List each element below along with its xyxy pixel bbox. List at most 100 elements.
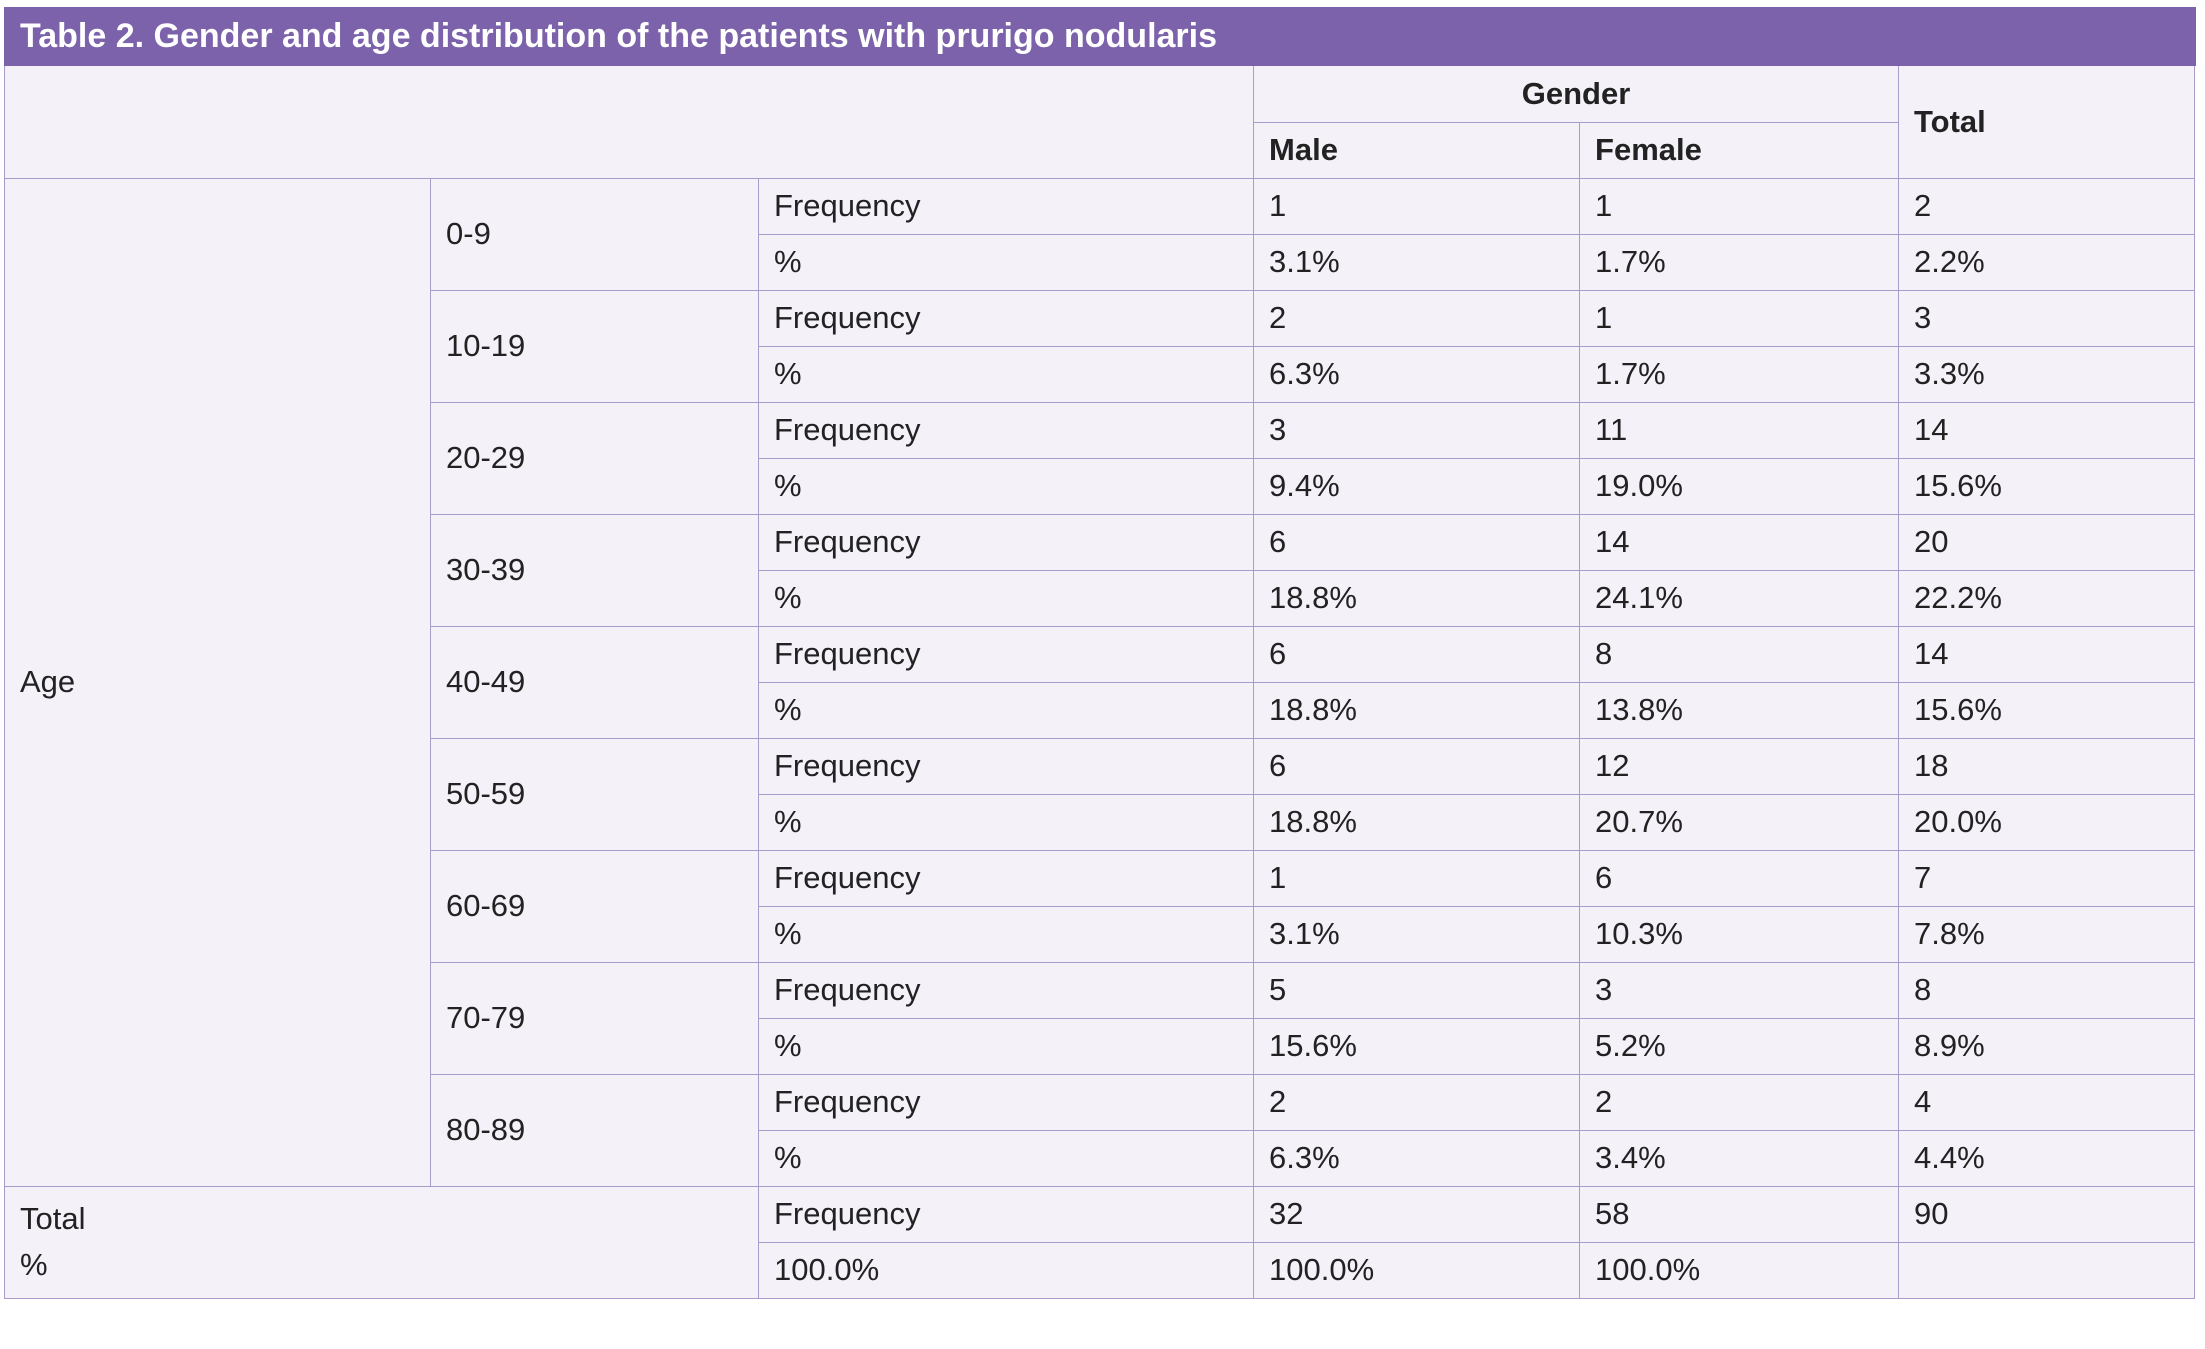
table-cell: 5 xyxy=(1253,961,1581,1019)
table-cell: 6 xyxy=(1253,625,1581,683)
table-row: 30-39 Frequency 6 14 20 xyxy=(5,513,2196,627)
table-cell: 24.1% xyxy=(1579,569,1900,627)
table-cell: 6 xyxy=(1253,737,1581,795)
table-cell: 100.0% xyxy=(1253,1241,1581,1299)
age-range: 30-39 xyxy=(430,513,759,627)
table-row: 80-89 Frequency 2 2 4 xyxy=(5,1073,2196,1187)
table-cell: 1.7% xyxy=(1579,345,1900,403)
header-cell: Gender xyxy=(1253,66,1900,123)
table-row: 50-59 Frequency 6 12 18 xyxy=(5,737,2196,851)
table: Gender Total Male Female Age 0-9 Frequency 1 1 2%… xyxy=(3,66,2196,1299)
table-cell: Frequency xyxy=(757,401,1255,459)
table-cell: 1 xyxy=(1579,289,1900,347)
table-cell: 18.8% xyxy=(1253,569,1581,627)
table-cell: % xyxy=(757,905,1255,963)
table-cell: % xyxy=(757,569,1255,627)
table-cell: % xyxy=(757,793,1255,851)
table-row: % 3.1% 10.3% 7.8% xyxy=(5,905,2196,963)
table-cell: 13.8% xyxy=(1579,681,1900,739)
table-cell: % xyxy=(757,1129,1255,1187)
table-cell: 1.7% xyxy=(1579,233,1900,291)
table-row: 70-79 Frequency 5 3 8 xyxy=(5,961,2196,1075)
age-range: 20-29 xyxy=(430,401,759,515)
table-cell: 32 xyxy=(1253,1185,1581,1243)
table-cell: Frequency xyxy=(757,961,1255,1019)
table-row: % 18.8% 20.7% 20.0% xyxy=(5,793,2196,851)
table-cell: 10.3% xyxy=(1579,905,1900,963)
table-cell: 14 xyxy=(1579,513,1900,571)
table-cell: 3 xyxy=(1579,961,1900,1019)
table-row: Total% Frequency 32 58 90 xyxy=(4,1185,2196,1299)
table-cell: 9.4% xyxy=(1253,457,1581,515)
age-range: 10-19 xyxy=(430,289,759,403)
table-cell: 7 xyxy=(1898,849,2196,907)
table-cell-empty xyxy=(1898,1241,2196,1299)
table-row: 20-29 Frequency 3 11 14 xyxy=(5,401,2196,515)
table-cell: % xyxy=(757,345,1255,403)
table-cell: 12 xyxy=(1579,737,1900,795)
age-label: Age xyxy=(4,177,431,1187)
age-range: 50-59 xyxy=(430,737,759,851)
table-cell: % xyxy=(757,233,1255,291)
table-cell: Frequency xyxy=(757,289,1255,347)
table-cell: 8.9% xyxy=(1898,1017,2196,1075)
table-cell: 14 xyxy=(1898,401,2196,459)
table-cell: 15.6% xyxy=(1898,457,2196,515)
table-cell: Frequency xyxy=(757,625,1255,683)
table-cell: 14 xyxy=(1898,625,2196,683)
table-cell: 5.2% xyxy=(1579,1017,1900,1075)
table-cell: 18.8% xyxy=(1253,681,1581,739)
table-cell: 8 xyxy=(1898,961,2196,1019)
table-row: 10-19 Frequency 2 1 3 xyxy=(5,289,2196,403)
header-cell: Total xyxy=(1898,66,2196,179)
table-cell: 3 xyxy=(1253,401,1581,459)
table-cell: 1 xyxy=(1579,177,1900,235)
table-row: Gender Total xyxy=(3,66,2196,179)
table-cell: 20.7% xyxy=(1579,793,1900,851)
table-row: % 6.3% 3.4% 4.4% xyxy=(5,1129,2196,1187)
table-cell: 22.2% xyxy=(1898,569,2196,627)
table-row: Age 0-9 Frequency 1 1 2 xyxy=(4,177,2196,1187)
table-cell: 100.0% xyxy=(1579,1241,1900,1299)
table-cell: Frequency xyxy=(757,513,1255,571)
table-cell: 2 xyxy=(1253,289,1581,347)
table-cell: 19.0% xyxy=(1579,457,1900,515)
table-row: 100.0% 100.0% 100.0% xyxy=(5,1241,2196,1299)
table-cell: Frequency xyxy=(757,1185,1255,1243)
table-cell: 8 xyxy=(1579,625,1900,683)
table-cell: % xyxy=(757,457,1255,515)
age-range: 40-49 xyxy=(430,625,759,739)
table-cell: 15.6% xyxy=(1253,1017,1581,1075)
total-label: Total% xyxy=(4,1185,759,1299)
table-cell: 3.4% xyxy=(1579,1129,1900,1187)
table-cell: 18.8% xyxy=(1253,793,1581,851)
table-cell: 100.0% xyxy=(757,1241,1255,1299)
header-cell: Female xyxy=(1579,121,1900,179)
table-cell: 90 xyxy=(1898,1185,2196,1243)
table-cell: % xyxy=(757,1017,1255,1075)
age-range: 60-69 xyxy=(430,849,759,963)
age-range: 0-9 xyxy=(430,177,759,291)
table-row: 60-69 Frequency 1 6 7 xyxy=(5,849,2196,963)
table-cell: 3 xyxy=(1898,289,2196,347)
table-row: % 6.3% 1.7% 3.3% xyxy=(5,345,2196,403)
age-range: 80-89 xyxy=(430,1073,759,1187)
table-cell: 20 xyxy=(1898,513,2196,571)
table-cell: 2 xyxy=(1253,1073,1581,1131)
table-cell: 7.8% xyxy=(1898,905,2196,963)
table-row: % 15.6% 5.2% 8.9% xyxy=(5,1017,2196,1075)
table-cell: 3.3% xyxy=(1898,345,2196,403)
table-cell: 6.3% xyxy=(1253,1129,1581,1187)
header-cell: Male xyxy=(1253,121,1581,179)
table-row: % 18.8% 24.1% 22.2% xyxy=(5,569,2196,627)
table-cell: 20.0% xyxy=(1898,793,2196,851)
table-cell: 11 xyxy=(1579,401,1900,459)
table-cell: 4.4% xyxy=(1898,1129,2196,1187)
table-cell: 3.1% xyxy=(1253,905,1581,963)
table-cell: 58 xyxy=(1579,1185,1900,1243)
table-cell: 6.3% xyxy=(1253,345,1581,403)
age-range: 70-79 xyxy=(430,961,759,1075)
table-cell: Frequency xyxy=(757,849,1255,907)
table-cell: 4 xyxy=(1898,1073,2196,1131)
